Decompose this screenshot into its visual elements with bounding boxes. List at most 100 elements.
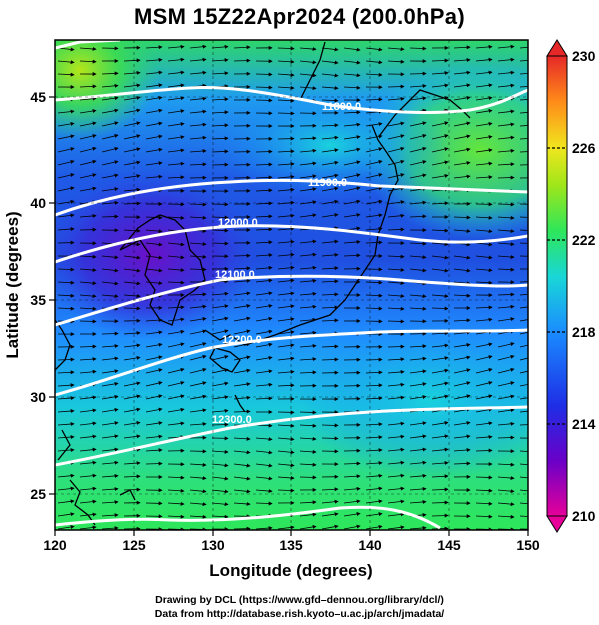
wind-arrow [101, 294, 119, 299]
x-axis-ticks [54, 530, 529, 536]
wind-arrow [387, 382, 405, 387]
wind-arrow [167, 317, 185, 322]
wind-arrow [387, 486, 405, 491]
wind-arrow [255, 85, 273, 90]
wind-arrow [497, 462, 515, 467]
wind-arrow [343, 60, 361, 65]
wind-arrow [189, 354, 207, 361]
wind-arrow [387, 146, 405, 153]
contour-label-12000: 12000.0 [218, 217, 258, 229]
wind-arrow [255, 382, 273, 387]
y-tick-label: 45 [30, 89, 46, 105]
wind-arrow [79, 357, 97, 362]
wind-arrow [57, 486, 75, 491]
wind-arrow [387, 357, 405, 362]
wind-arrow [277, 72, 295, 77]
wind-arrow [365, 306, 383, 311]
wind-arrow [321, 436, 339, 441]
wind-arrow [321, 98, 339, 103]
wind-arrow [57, 409, 75, 414]
wind-arrow [57, 213, 75, 218]
wind-arrow [475, 421, 493, 426]
wind-arrow [387, 84, 405, 89]
wind-arrow [255, 291, 273, 296]
x-tick-label: 135 [279, 537, 303, 553]
wind-arrow [167, 148, 185, 153]
wind-arrow [167, 421, 185, 426]
wind-arrow [167, 394, 185, 400]
wind-arrow [387, 186, 405, 192]
wind-arrow [519, 46, 528, 49]
wind-arrow [79, 460, 97, 465]
wind-arrow [321, 279, 339, 284]
wind-arrow [321, 512, 339, 517]
wind-arrow [233, 501, 251, 506]
wind-arrow [79, 186, 97, 192]
wind-arrow [519, 515, 528, 517]
wind-arrow [321, 47, 339, 52]
wind-arrow [409, 447, 427, 452]
wind-arrow [475, 317, 493, 322]
wind-arrow [189, 267, 207, 272]
wind-arrow [57, 159, 75, 166]
contour-label-12300: 12300.0 [212, 414, 252, 426]
wind-arrow [343, 110, 361, 115]
wind-arrow [123, 293, 141, 298]
wind-arrow [255, 489, 273, 494]
wind-arrow [211, 489, 229, 494]
wind-arrow [79, 421, 97, 426]
wind-arrow [145, 134, 163, 140]
wind-arrow [475, 514, 493, 519]
wind-arrow [123, 95, 141, 101]
wind-arrow [57, 280, 75, 285]
wind-arrow [475, 57, 493, 62]
wind-arrow [145, 330, 163, 335]
wind-arrow [167, 83, 185, 88]
wind-arrow [123, 108, 141, 114]
wind-arrow [321, 318, 339, 323]
wind-arrow [101, 108, 119, 114]
wind-arrow [299, 278, 317, 283]
wind-arrow [321, 86, 339, 91]
wind-arrow [321, 213, 339, 218]
wind-arrow [255, 476, 273, 481]
wind-arrow [167, 329, 185, 335]
wind-arrow [189, 394, 207, 400]
wind-arrow [233, 436, 251, 441]
wind-arrow [79, 408, 97, 413]
wind-arrow [79, 96, 97, 101]
wind-arrow [101, 460, 119, 465]
wind-arrow [321, 292, 339, 297]
wind-arrow [475, 488, 493, 493]
wind-arrow [123, 461, 141, 466]
wind-arrow [475, 108, 493, 114]
wind-arrow [277, 111, 295, 116]
contour-label-12100: 12100.0 [215, 269, 255, 281]
wind-arrow [453, 381, 471, 387]
wind-arrow [497, 421, 515, 426]
wind-arrow [343, 47, 361, 52]
wind-arrow [299, 148, 317, 153]
wind-arrow [365, 72, 383, 77]
wind-arrow [57, 370, 75, 375]
wind-arrow [299, 47, 317, 52]
wind-arrow [475, 96, 493, 101]
colorbar-label: 218 [572, 324, 596, 340]
wind-arrow [475, 242, 493, 247]
wind-arrow [233, 278, 251, 283]
wind-arrow [321, 135, 339, 140]
wind-arrow [497, 44, 515, 49]
wind-arrow [409, 356, 427, 361]
wind-arrow [519, 281, 528, 283]
wind-arrow [145, 121, 163, 127]
wind-arrow [299, 423, 317, 428]
wind-arrow [519, 489, 528, 492]
wind-arrow [387, 293, 405, 298]
wind-arrow [101, 71, 119, 76]
contour-label-11900: 11900.0 [308, 177, 347, 189]
wind-arrow [101, 407, 119, 413]
wind-arrow [211, 368, 229, 374]
wind-arrow [299, 265, 317, 270]
wind-arrow [189, 57, 207, 62]
wind-arrow [431, 434, 449, 439]
